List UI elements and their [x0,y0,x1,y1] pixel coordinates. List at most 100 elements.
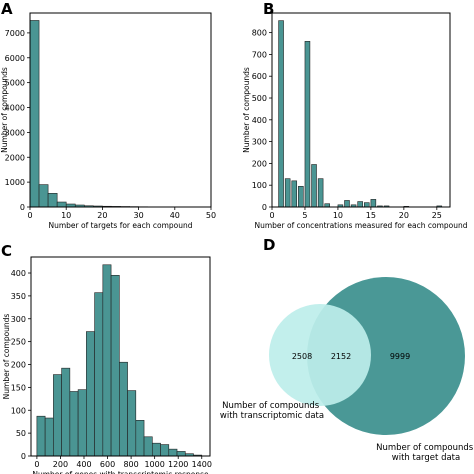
panel-c-y-tick-label: 350 [11,292,26,301]
venn-count-target-only: 9999 [390,352,410,361]
panel-b-bar [363,202,370,208]
panel-c-x-tick-label: 400 [76,460,91,469]
panel-c-y-tick-label: 300 [11,315,26,324]
venn-label-transcriptomic-line-1: Number of compounds [222,401,320,411]
panel-a-axes-frame [29,12,212,208]
venn-label-target-line-2: with target data [392,453,460,463]
panel-c-bar [151,442,161,457]
panel-c-bar [86,331,95,457]
panel-b-x-tick-label: 15 [366,211,376,220]
panel-c-y-tick-label: 150 [11,383,26,392]
panel-a-x-tick-label: 20 [97,211,107,220]
panel-a-x-tick-label: 10 [61,211,71,220]
panel-a-y-tick-label: 1000 [5,178,25,187]
panel-b-label: B [263,0,274,18]
panel-c-chart: 0 200 400 600 800 1000 1200 1400 0 50 100 150 200 250… [2,256,212,474]
panel-b-x-axis-label: Number of concentrations measured for ea… [254,221,467,230]
panel-a-x-tick-label: 0 [27,211,32,220]
panel-c-bar [69,391,79,457]
panel-a-y-tick-label: 7000 [5,29,25,38]
panel-c-bar [94,292,104,457]
panel-b-bar [284,178,291,208]
panel-b: B 0 5 10 15 20 25 0 100 200 300 400 500 600 700 800 Num… [242,0,468,230]
panel-b-y-tick-label: 800 [252,29,267,38]
panel-c-x-tick-label: 800 [123,460,138,469]
panel-b-chart: 0 5 10 15 20 25 0 100 200 300 400 500 600 700 800 Numbe… [242,12,468,230]
panel-c-x-tick-label: 200 [53,460,68,469]
panel-c-y-tick-label: 0 [21,452,26,461]
panel-b-y-tick-label: 0 [262,203,267,212]
panel-c-y-tick-label: 200 [11,361,26,370]
panel-c-x-axis-label: Number of genes with transcriptomic resp… [32,470,209,474]
panel-a-y-tick-label: 2000 [5,153,25,162]
panel-c: C 0 200 400 600 800 1000 1200 1400 0 50 100 150 200 2… [1,242,212,474]
panel-c-bar [53,374,62,457]
venn-label-transcriptomic: Number of compounds with transcriptomic … [220,401,324,421]
panel-b-y-tick-label: 700 [252,50,267,59]
panel-c-y-tick-label: 100 [11,406,26,415]
panel-c-bar [119,361,128,457]
panel-b-bar [278,20,284,208]
venn-circle-transcriptomic-data [269,304,371,406]
panel-b-bar [291,180,298,208]
panel-c-bar [61,367,71,457]
venn-label-target: Number of compounds with target data [376,443,474,463]
panel-c-bar [176,451,186,457]
panel-c-y-tick-label: 50 [16,429,26,438]
panel-b-bar [298,185,304,208]
panel-c-axes-frame [30,256,211,457]
panel-a-bar [47,193,58,208]
panel-a-x-axis-label: Number of targets for each compound [48,221,192,230]
panel-b-bar [311,164,317,208]
panel-b-y-axis-label: Number of compounds [242,67,251,153]
panel-b-y-tick-label: 500 [252,94,267,103]
venn-count-transcriptomic-only: 2508 [292,352,312,361]
panel-b-x-tick-label: 0 [269,211,274,220]
panel-d-label: D [263,236,275,254]
panel-b-bar [344,200,350,208]
panel-b-x-tick-label: 20 [399,211,409,220]
venn-label-target-line-1: Number of compounds [376,443,474,453]
panel-c-bar [143,436,153,457]
panel-c-bar [135,420,145,457]
panel-c-bar [44,417,54,457]
panel-c-bar [168,448,178,457]
panel-c-bar [102,264,112,457]
venn-count-intersection: 2152 [331,352,351,361]
panel-c-bar [110,274,120,457]
panel-b-x-tick-label: 25 [432,211,442,220]
panel-b-bar [304,41,311,208]
panel-a-y-tick-label: 5000 [5,79,25,88]
panel-a-label: A [1,0,13,18]
panel-a-y-tick-label: 0 [20,203,25,212]
panel-c-x-tick-label: 1200 [168,460,188,469]
panel-a-chart: 0 10 20 30 40 50 0 1000 2000 3000 4000 5000 6000 7000… [0,12,216,230]
panel-c-y-tick-label: 400 [11,269,26,278]
panel-c-x-tick-label: 1000 [144,460,164,469]
panel-c-bar [36,415,46,457]
panel-b-x-tick-label: 10 [333,211,343,220]
panel-a-x-tick-label: 30 [134,211,144,220]
panel-a-y-tick-label: 6000 [5,54,25,63]
panel-a-x-tick-label: 50 [206,211,216,220]
panel-c-bar [160,444,170,457]
panel-b-y-tick-label: 600 [252,72,267,81]
panel-b-bar [370,199,377,208]
panel-b-y-tick-label: 400 [252,116,267,125]
panel-b-x-tick-label: 5 [302,211,307,220]
panel-c-x-tick-label: 0 [34,460,39,469]
panel-d: D 2508 2152 9999 Number of compounds wit… [220,236,474,463]
panel-a-bar [56,201,67,208]
panel-c-x-tick-label: 600 [100,460,115,469]
venn-label-transcriptomic-line-2: with transcriptomic data [220,411,324,421]
panel-b-bar [357,201,363,208]
panel-c-x-tick-label: 1400 [192,460,212,469]
panel-b-y-tick-label: 100 [252,181,267,190]
panel-c-y-axis-label: Number of compounds [2,314,11,400]
panel-a-x-tick-label: 40 [170,211,180,220]
panel-b-bar [317,178,324,208]
panel-b-y-tick-label: 300 [252,138,267,147]
panel-c-y-tick-label: 250 [11,338,26,347]
panel-c-bar [127,390,137,457]
